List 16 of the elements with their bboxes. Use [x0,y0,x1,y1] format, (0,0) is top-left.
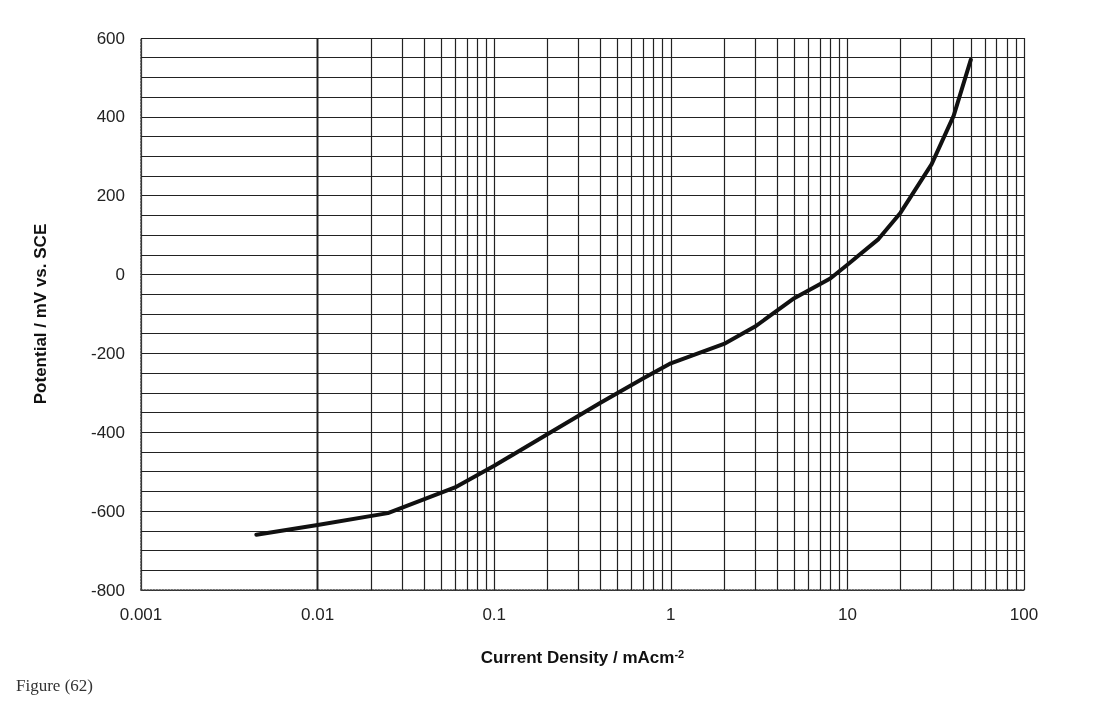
x-tick-label: 0.01 [301,605,335,624]
y-tick-label: -400 [90,422,125,442]
x-tick-label: 1 [666,605,676,624]
x-tick-label: 0.1 [482,605,507,624]
y-tick-label: -200 [90,343,125,363]
y-tick-label: 400 [96,107,125,127]
x-tick-label: 100 [1009,605,1039,624]
y-tick-label: 200 [96,186,125,206]
y-axis-title: Potential / mV vs. SCE [31,223,50,405]
y-tick-label: -800 [90,580,125,600]
x-tick-label: 10 [837,605,857,624]
x-tick-label: 0.001 [119,605,163,624]
y-tick-label: -600 [90,501,125,521]
text: Figure (62) [16,676,93,695]
y-tick-label: 600 [96,28,125,48]
y-tick-label: 0 [115,265,125,285]
